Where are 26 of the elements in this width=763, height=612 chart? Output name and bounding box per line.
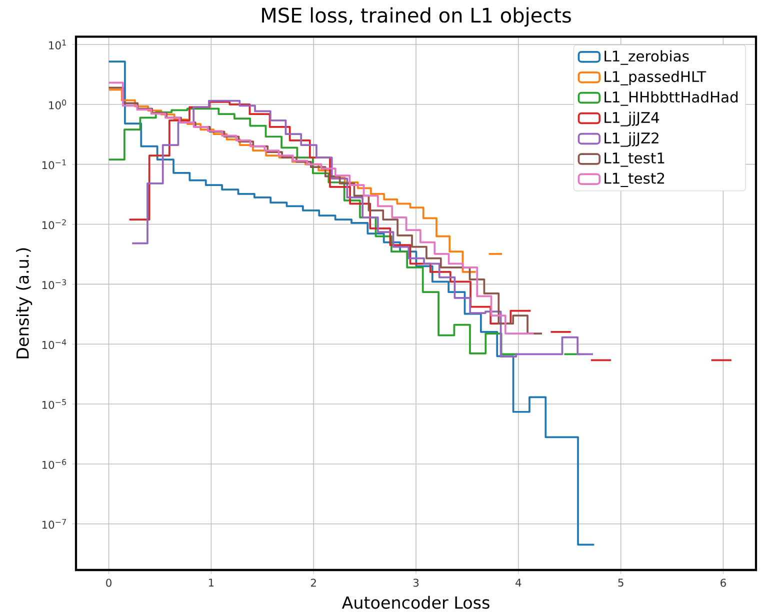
- y-tick-label: 10$^{−7}$: [42, 519, 66, 529]
- x-tick-label: 1: [208, 578, 214, 586]
- x-tick-label: 4: [516, 578, 522, 586]
- x-tick-label: 0: [106, 578, 112, 587]
- y-tick-label: 10$^{1}$: [49, 40, 66, 50]
- chart-title: MSE loss, trained on L1 objects: [262, 7, 571, 27]
- legend-label: L1_zerobias: [604, 50, 689, 65]
- legend-label: L1_passedHLT: [604, 70, 706, 86]
- legend-label: L1_HHbbttHadHad: [604, 91, 738, 106]
- y-tick-label: 10$^{−2}$: [42, 219, 66, 230]
- x-axis-title: Autoencoder Loss: [342, 596, 490, 609]
- legend-label: L1_test1: [604, 152, 664, 167]
- legend-label: L1_jjJZ4: [604, 112, 660, 126]
- y-tick-label: 10$^{−3}$: [42, 279, 66, 290]
- y-tick-label: 10$^{−4}$: [42, 339, 66, 349]
- y-tick-label: 10$^{−5}$: [42, 399, 66, 409]
- legend-label: L1_test2: [604, 172, 664, 188]
- x-tick-label: 5: [618, 578, 624, 587]
- y-tick-label: 10$^{−6}$: [42, 459, 66, 469]
- y-tick-label: 10$^{0}$: [49, 99, 66, 110]
- y-tick-label: 10$^{−1}$: [42, 159, 66, 170]
- legend-label: L1_jjJZ2: [604, 132, 658, 147]
- x-tick-label: 6: [720, 578, 726, 587]
- y-axis-title: Density (a.u.): [16, 248, 32, 358]
- x-tick-label: 3: [413, 578, 419, 587]
- x-tick-label: 2: [310, 578, 316, 587]
